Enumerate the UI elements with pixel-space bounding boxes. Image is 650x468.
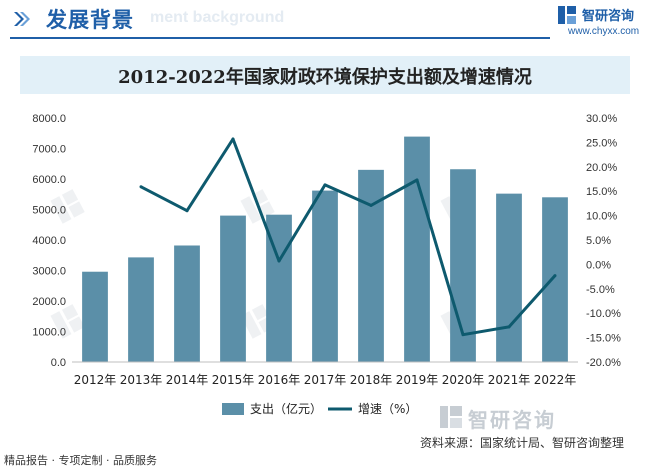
right-axis: -20.0% -15.0% -10.0% -5.0% 0.0% 5.0% 10.0% 15.0… xyxy=(586,113,621,369)
left-axis: 0.0 1000.0 2000.0 3000.0 4000.0 5000.0 6000.0 7… xyxy=(32,113,66,369)
left-tick-label: 0.0 xyxy=(51,357,66,369)
watermark-logo-icon xyxy=(50,189,85,224)
watermark-shape xyxy=(50,311,72,339)
right-tick-label: 15.0% xyxy=(586,186,617,198)
bar xyxy=(174,245,200,362)
bar xyxy=(496,193,522,362)
right-tick-label: 0.0% xyxy=(586,259,611,271)
x-tick-label: 2020年 xyxy=(442,373,485,387)
line-point xyxy=(185,209,189,213)
x-tick-label: 2021年 xyxy=(488,373,531,387)
watermark-logo-icon xyxy=(50,304,85,339)
double-chevron-icon xyxy=(14,12,30,26)
line-point xyxy=(415,178,419,182)
chart-title-box: 2012-2022年国家财政环境保护支出额及增速情况 xyxy=(20,56,630,94)
left-tick-label: 1000.0 xyxy=(32,327,66,339)
brand-logo-icon xyxy=(558,6,576,24)
watermark-shape xyxy=(251,304,269,321)
x-tick-label: 2015年 xyxy=(212,373,255,387)
x-tick-label: 2018年 xyxy=(350,373,393,387)
line-point xyxy=(507,325,511,329)
source-note: 资料来源：国家统计局、智研咨询整理 xyxy=(420,436,625,450)
right-tick-label: 25.0% xyxy=(586,137,617,149)
growth-line xyxy=(140,137,557,337)
right-tick-label: 30.0% xyxy=(586,113,617,125)
bar xyxy=(128,257,154,362)
x-tick-label: 2012年 xyxy=(74,373,117,387)
right-tick-label: -5.0% xyxy=(586,284,615,296)
line-series xyxy=(139,137,557,337)
footer-brand: 智研咨询 xyxy=(468,408,556,432)
chart: 0.0 1000.0 2000.0 3000.0 4000.0 5000.0 6000.0 7… xyxy=(32,113,621,416)
right-tick-label: -15.0% xyxy=(586,333,621,345)
footer-bar xyxy=(0,448,650,468)
right-tick-label: 10.0% xyxy=(586,211,617,223)
chart-title: 2012-2022年国家财政环境保护支出额及增速情况 xyxy=(118,67,532,88)
x-tick-label: 2014年 xyxy=(166,373,209,387)
right-tick-label: -20.0% xyxy=(586,357,621,369)
bar xyxy=(312,190,338,362)
bar xyxy=(358,169,384,362)
header-watermark: ment background xyxy=(150,9,285,26)
left-tick-label: 8000.0 xyxy=(32,113,66,125)
bar-series xyxy=(72,136,578,363)
watermark-shape xyxy=(240,196,262,224)
watermark-shape xyxy=(68,316,85,333)
bar xyxy=(82,271,108,362)
line-point xyxy=(139,185,143,189)
footer-tagline: 精品报告 · 专项定制 · 品质服务 xyxy=(4,454,157,467)
x-tick-label: 2016年 xyxy=(258,373,301,387)
line-point xyxy=(369,203,373,207)
left-tick-label: 3000.0 xyxy=(32,266,66,278)
line-point xyxy=(277,259,281,263)
bar xyxy=(542,197,568,362)
page-header: ment background 发展背景 智研咨询 www.chyxx.com xyxy=(0,0,650,44)
right-tick-label: -10.0% xyxy=(586,308,621,320)
footer-logo-icon xyxy=(440,406,462,428)
watermark-shape xyxy=(61,189,79,206)
bar xyxy=(404,136,430,362)
watermark-shape xyxy=(50,196,72,224)
line-point xyxy=(323,183,327,187)
watermark-shape xyxy=(68,201,85,218)
right-tick-label: 20.0% xyxy=(586,162,617,174)
x-tick-label: 2022年 xyxy=(534,373,577,387)
x-tick-label: 2013年 xyxy=(120,373,163,387)
line-point xyxy=(461,333,465,337)
legend: 支出（亿元） 增速（%） xyxy=(222,401,417,416)
section-title: 发展背景 xyxy=(46,7,134,32)
legend-bar-swatch xyxy=(222,403,244,415)
left-tick-label: 5000.0 xyxy=(32,205,66,217)
left-tick-label: 2000.0 xyxy=(32,296,66,308)
x-axis: 2012年 2013年 2014年 2015年 2016年 2017年 2018年 2019年… xyxy=(74,373,577,387)
header-divider xyxy=(10,37,550,39)
watermark-shape xyxy=(61,304,79,321)
brand-url: www.chyxx.com xyxy=(568,26,640,37)
right-tick-label: 5.0% xyxy=(586,235,611,247)
line-point xyxy=(231,137,235,141)
x-tick-label: 2017年 xyxy=(304,373,347,387)
left-tick-label: 4000.0 xyxy=(32,235,66,247)
left-tick-label: 7000.0 xyxy=(32,144,66,156)
legend-line-label: 增速（%） xyxy=(358,402,417,416)
bar xyxy=(220,215,246,362)
brand-name: 智研咨询 xyxy=(582,9,635,24)
x-tick-label: 2019年 xyxy=(396,373,439,387)
line-point xyxy=(553,274,557,278)
left-tick-label: 6000.0 xyxy=(32,174,66,186)
legend-bar-label: 支出（亿元） xyxy=(250,401,322,416)
